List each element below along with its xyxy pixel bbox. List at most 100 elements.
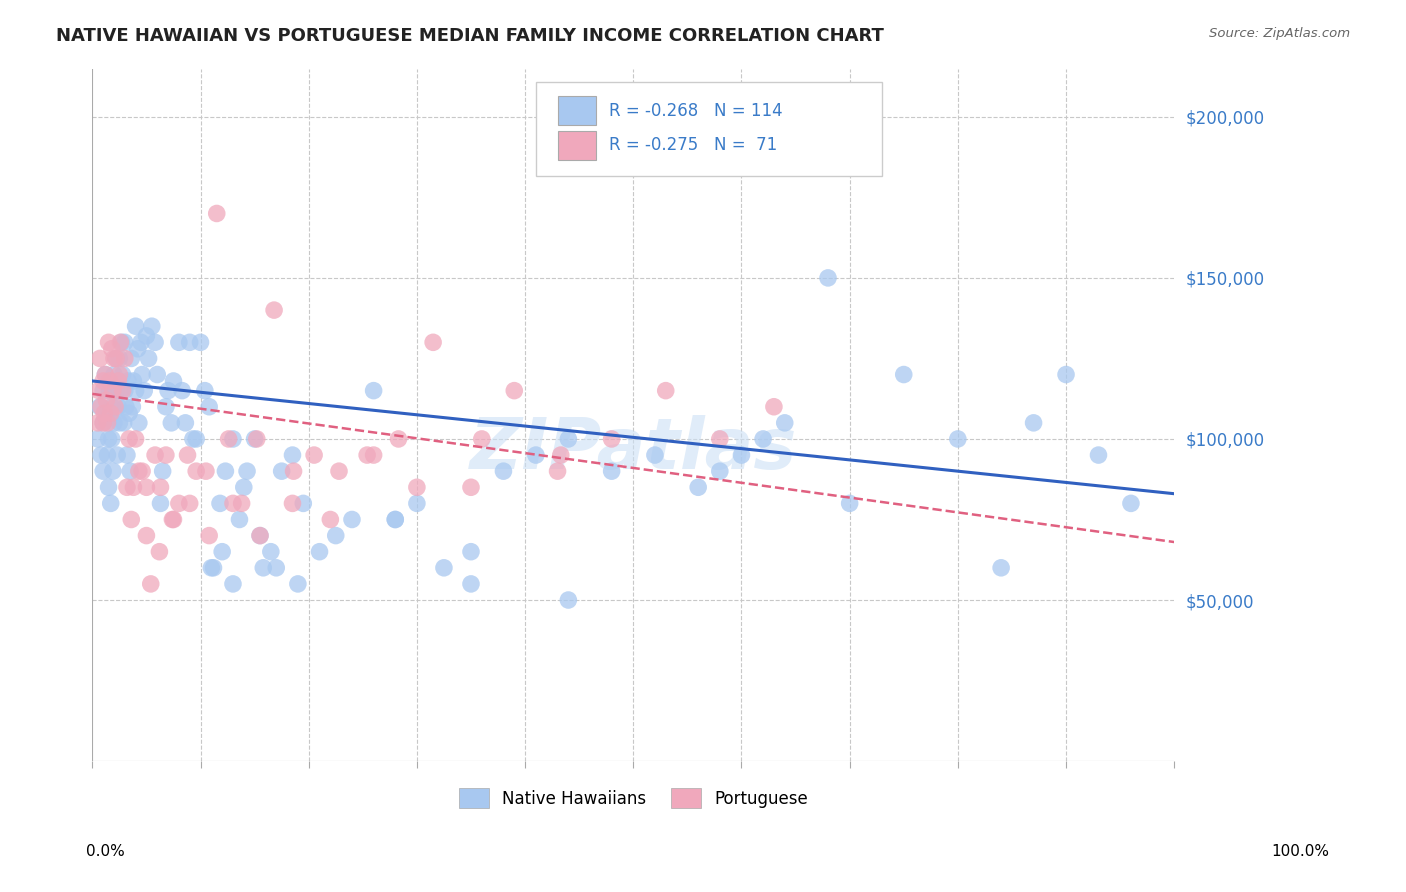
Point bbox=[319, 512, 342, 526]
Text: R = -0.275   N =  71: R = -0.275 N = 71 bbox=[609, 136, 778, 154]
Point bbox=[186, 464, 208, 478]
Point bbox=[108, 416, 131, 430]
Point bbox=[460, 577, 482, 591]
Point bbox=[101, 464, 124, 478]
Point bbox=[218, 432, 240, 446]
Point bbox=[91, 374, 114, 388]
Point bbox=[124, 319, 146, 334]
Point bbox=[340, 512, 363, 526]
Point bbox=[120, 464, 142, 478]
Point bbox=[406, 480, 429, 494]
Point bbox=[557, 432, 579, 446]
Point bbox=[644, 448, 666, 462]
Point bbox=[194, 464, 217, 478]
Point bbox=[101, 400, 124, 414]
Point bbox=[709, 464, 731, 478]
Point bbox=[129, 335, 152, 350]
Point bbox=[131, 464, 153, 478]
Point bbox=[492, 464, 515, 478]
Point bbox=[471, 432, 494, 446]
Point bbox=[308, 544, 330, 558]
Point bbox=[131, 368, 153, 382]
Point bbox=[149, 496, 172, 510]
Point bbox=[406, 496, 429, 510]
Point bbox=[838, 496, 860, 510]
Point bbox=[155, 400, 177, 414]
Point bbox=[114, 384, 136, 398]
Point bbox=[194, 384, 217, 398]
Point bbox=[387, 432, 409, 446]
Point bbox=[115, 400, 138, 414]
Point bbox=[124, 384, 146, 398]
Point bbox=[524, 448, 547, 462]
Point bbox=[118, 432, 141, 446]
Point bbox=[138, 351, 160, 366]
Point bbox=[384, 512, 406, 526]
Point bbox=[709, 432, 731, 446]
Point bbox=[160, 416, 183, 430]
Point bbox=[143, 448, 166, 462]
Point bbox=[97, 335, 120, 350]
Point bbox=[222, 432, 245, 446]
Point bbox=[111, 368, 134, 382]
Point bbox=[287, 577, 309, 591]
Point bbox=[762, 400, 785, 414]
Point bbox=[167, 496, 190, 510]
Point bbox=[162, 512, 184, 526]
Point bbox=[127, 342, 149, 356]
Point bbox=[107, 400, 129, 414]
Point bbox=[115, 480, 138, 494]
Point bbox=[773, 416, 796, 430]
Point bbox=[91, 384, 114, 398]
Point bbox=[97, 432, 120, 446]
Point bbox=[328, 464, 350, 478]
Point bbox=[91, 416, 114, 430]
Point bbox=[118, 406, 141, 420]
FancyBboxPatch shape bbox=[558, 96, 596, 125]
Point bbox=[135, 329, 157, 343]
Point bbox=[214, 464, 236, 478]
Point bbox=[211, 544, 233, 558]
Point bbox=[148, 544, 170, 558]
Point bbox=[730, 448, 752, 462]
Point bbox=[236, 464, 259, 478]
Point bbox=[91, 464, 114, 478]
Text: 100.0%: 100.0% bbox=[1271, 845, 1330, 859]
FancyBboxPatch shape bbox=[558, 131, 596, 160]
Point bbox=[105, 384, 128, 398]
Text: NATIVE HAWAIIAN VS PORTUGUESE MEDIAN FAMILY INCOME CORRELATION CHART: NATIVE HAWAIIAN VS PORTUGUESE MEDIAN FAM… bbox=[56, 27, 884, 45]
Point bbox=[96, 448, 118, 462]
Point bbox=[124, 432, 146, 446]
Point bbox=[108, 351, 131, 366]
Point bbox=[302, 448, 325, 462]
Point bbox=[110, 335, 132, 350]
Point bbox=[600, 464, 623, 478]
Point bbox=[94, 368, 117, 382]
Point bbox=[114, 335, 136, 350]
Point bbox=[87, 384, 110, 398]
Point bbox=[688, 480, 710, 494]
Point bbox=[243, 432, 266, 446]
Point bbox=[128, 464, 150, 478]
Point bbox=[105, 351, 128, 366]
Point bbox=[503, 384, 526, 398]
Point bbox=[108, 368, 131, 382]
Point bbox=[179, 496, 201, 510]
Point bbox=[460, 480, 482, 494]
Point bbox=[231, 496, 253, 510]
Point bbox=[547, 464, 569, 478]
Point bbox=[363, 448, 385, 462]
Point bbox=[101, 432, 124, 446]
Point bbox=[281, 496, 304, 510]
Point bbox=[162, 512, 184, 526]
Point bbox=[122, 480, 145, 494]
Point bbox=[550, 448, 572, 462]
Point bbox=[157, 384, 180, 398]
Point bbox=[174, 416, 197, 430]
Point bbox=[1119, 496, 1142, 510]
Point bbox=[103, 416, 125, 430]
Point bbox=[110, 335, 132, 350]
Point bbox=[107, 374, 129, 388]
Point bbox=[283, 464, 305, 478]
Point bbox=[135, 528, 157, 542]
